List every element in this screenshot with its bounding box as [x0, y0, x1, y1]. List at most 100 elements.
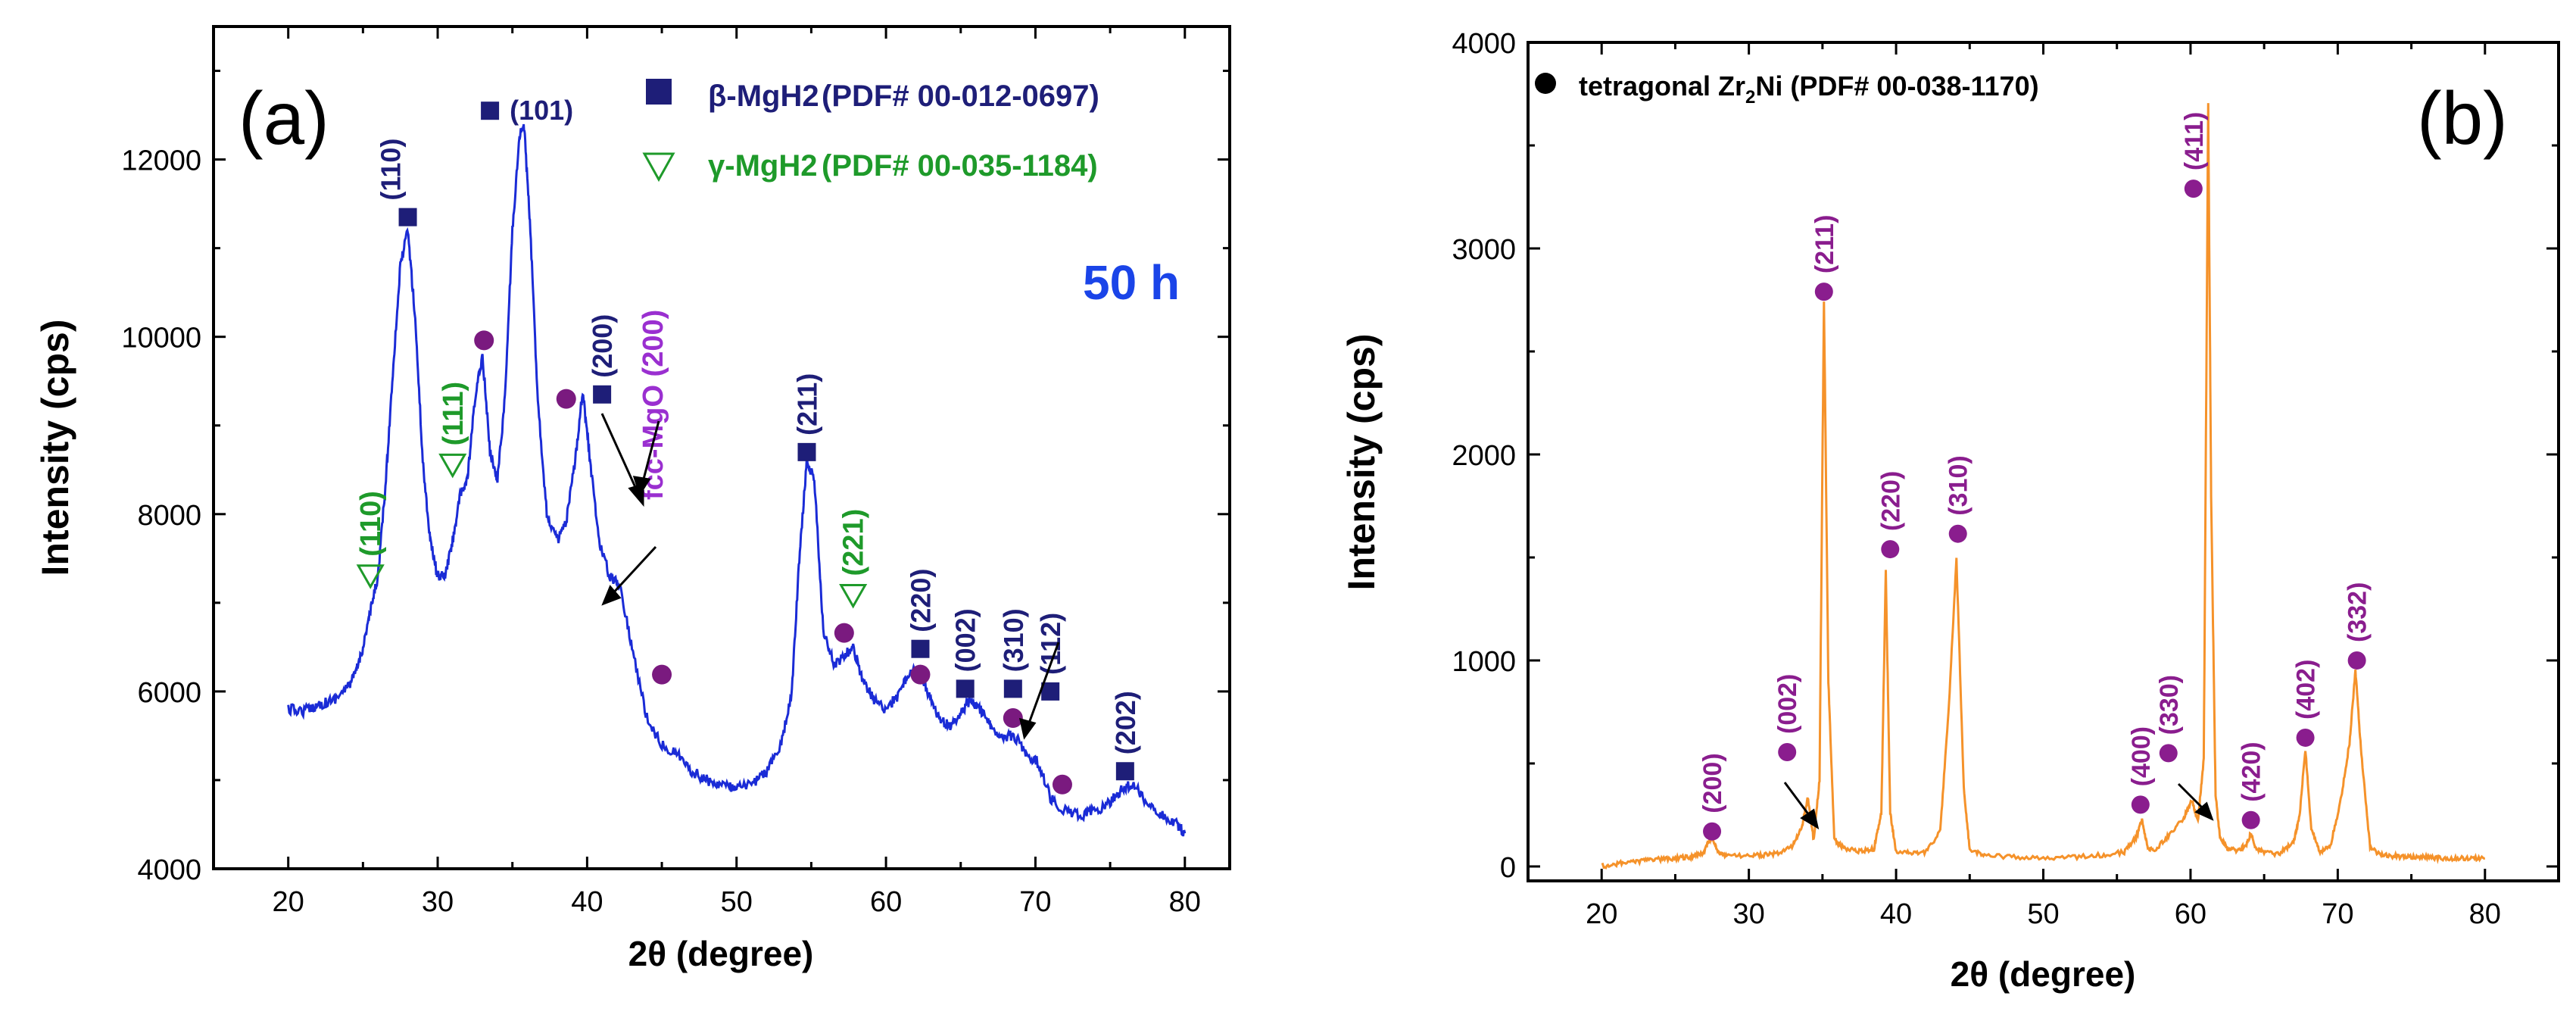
gamma-mgh2-marker	[356, 564, 385, 589]
panel-a-xtick-label: 60	[870, 886, 902, 918]
panel-b: 20 30 40 50 60 70 80 0 1000 2000 3000 4000 (200) (00…	[1340, 28, 2560, 994]
beta-mgh2-marker-label: (220)	[905, 569, 936, 632]
panel-b-xtick-label: 80	[2469, 898, 2501, 930]
panel-a-time-annotation: 50 h	[1083, 255, 1180, 310]
beta-mgh2-marker-label: (002)	[950, 608, 981, 672]
arrow-beta-200	[641, 420, 660, 486]
panel-a-series-line	[287, 123, 1187, 837]
fcc-mgo-label: fcc-MgO (200)	[638, 310, 669, 500]
gamma-mgh2-marker-label: (111)	[438, 382, 469, 446]
legend-zr2ni-label: tetragonal Zr2Ni (PDF# 00-038-1170)	[1579, 70, 2039, 108]
zr2ni-marker-label: (332)	[2344, 582, 2372, 642]
zr2ni-marker-label: (002)	[1773, 674, 1802, 734]
arrow-head	[1019, 717, 1037, 740]
arrow-mgo-peak	[600, 413, 640, 495]
zr2ni-marker-label: (402)	[2292, 660, 2321, 720]
mgo-marker	[556, 389, 576, 409]
panel-b-xtick-label: 40	[1880, 898, 1912, 930]
panel-a-xlabel: 2θ (degree)	[628, 934, 814, 973]
zr2ni-marker	[1703, 822, 1722, 841]
panel-b-ytick-label: 2000	[1452, 440, 1516, 472]
zr2ni-marker-label: (330)	[2155, 675, 2184, 735]
arrow-head	[1800, 808, 1820, 830]
panel-b-arrows	[1783, 782, 2214, 830]
panel-a-xtick-label: 30	[422, 886, 454, 918]
legend-gamma-triangle-icon	[642, 152, 675, 183]
panel-b-legend: tetragonal Zr2Ni (PDF# 00-038-1170)	[1535, 70, 2039, 108]
beta-mgh2-marker-label: (310)	[998, 608, 1029, 672]
panel-a: 20 30 40 50 60 70 80 4000 6000 8000 10000 12000 (11…	[34, 25, 1231, 973]
panel-a-ytick-label: 12000	[121, 145, 201, 177]
zr2ni-marker	[1814, 283, 1833, 301]
panel-b-ytick-label: 4000	[1452, 28, 1516, 60]
zr2ni-marker-label: (400)	[2127, 726, 2156, 786]
zr2ni-marker	[2131, 795, 2150, 814]
beta-mgh2-marker	[797, 442, 816, 461]
panel-b-ticks	[1528, 41, 2560, 881]
panel-a-markers: (110)(101)(200)(211)(220)(002) (310) (112)…	[355, 95, 1141, 795]
beta-mgh2-marker-label: (200)	[587, 314, 618, 378]
arrow-330	[2177, 782, 2206, 812]
zr2ni-marker-label: (310)	[1944, 455, 1973, 515]
mgo-marker	[474, 330, 494, 351]
mgo-marker	[834, 623, 854, 643]
arrow-002	[1783, 782, 1813, 819]
panel-b-frame	[1527, 41, 2560, 882]
panel-a-ytick-label: 10000	[121, 323, 201, 354]
panel-b-markers: (200) (002) (211) (220) (310) (400)(330) (411)…	[1698, 112, 2372, 841]
legend-zr2ni-circle-icon	[1535, 73, 1556, 94]
panel-b-xtick-label: 50	[2027, 898, 2059, 930]
beta-mgh2-marker-label: (202)	[1110, 691, 1141, 754]
zr2ni-marker	[1881, 540, 1900, 559]
panel-a-xtick-label: 50	[721, 886, 753, 918]
panel-b-ytick-label: 3000	[1452, 234, 1516, 266]
panel-b-ytick-label: 1000	[1452, 646, 1516, 678]
gamma-mgh2-marker	[438, 453, 467, 479]
legend-gamma-pdf: (PDF# 00-035-1184)	[822, 149, 1098, 183]
zr2ni-marker-label: (211)	[1810, 215, 1839, 274]
legend-beta-square-icon	[646, 79, 672, 105]
zr2ni-marker-label: (220)	[1876, 471, 1905, 531]
panel-b-xtick-label: 20	[1586, 898, 1617, 930]
panel-b-ticklabels: 20 30 40 50 60 70 80 0 1000 2000 3000 4000	[1452, 28, 2500, 930]
arrow-fcc-mgo	[610, 545, 657, 597]
panel-a-legend: β-MgH2 (PDF# 00-012-0697) γ-MgH2 (PDF# 0…	[642, 79, 1099, 183]
zr2ni-marker-label: (420)	[2238, 742, 2266, 801]
beta-mgh2-marker	[593, 385, 612, 404]
zr2ni-marker	[2159, 744, 2178, 763]
panel-b-label: (b)	[2417, 76, 2508, 160]
arrow-beta-112	[1026, 642, 1060, 728]
beta-mgh2-marker	[398, 208, 417, 226]
panel-a-ytick-label: 6000	[137, 677, 201, 709]
panel-b-xtick-label: 60	[2175, 898, 2206, 930]
zr2ni-marker	[2347, 651, 2366, 670]
mgo-marker	[1003, 708, 1023, 729]
panel-a-ticks	[214, 27, 1230, 870]
legend-beta-label: β-MgH2	[708, 80, 819, 113]
panel-a-xtick-label: 20	[273, 886, 304, 918]
zr2ni-marker	[1778, 743, 1797, 762]
beta-mgh2-marker-label: (211)	[791, 373, 822, 436]
zr2ni-marker	[2184, 180, 2203, 198]
mgo-marker	[1052, 774, 1072, 795]
beta-mgh2-marker	[911, 639, 930, 658]
gamma-mgh2-marker-label: (221)	[838, 509, 870, 576]
legend-gamma-label: γ-MgH2	[708, 149, 817, 183]
arrow-head	[2194, 801, 2214, 821]
zr2ni-marker-label: (411)	[2180, 112, 2209, 171]
panel-b-series-line	[1601, 103, 2486, 870]
panel-b-ylabel: Intensity (cps)	[1340, 334, 1383, 591]
arrow-head	[601, 585, 622, 606]
gamma-mgh2-marker-label: (110)	[355, 491, 387, 557]
beta-mgh2-marker	[1115, 762, 1134, 781]
beta-mgh2-marker-label: (110)	[376, 139, 407, 201]
panel-b-xlabel: 2θ (degree)	[1951, 954, 2136, 994]
zr2ni-marker-label: (200)	[1698, 753, 1727, 813]
panel-a-xtick-label: 40	[571, 886, 603, 918]
panel-a-ytick-label: 8000	[137, 500, 201, 532]
panel-a-ticklabels: 20 30 40 50 60 70 80 4000 6000 8000 10000 12000	[121, 145, 1201, 918]
zr2ni-marker	[2296, 728, 2315, 747]
beta-mgh2-marker-label: (101)	[510, 95, 573, 126]
panel-a-xtick-label: 80	[1169, 886, 1201, 918]
